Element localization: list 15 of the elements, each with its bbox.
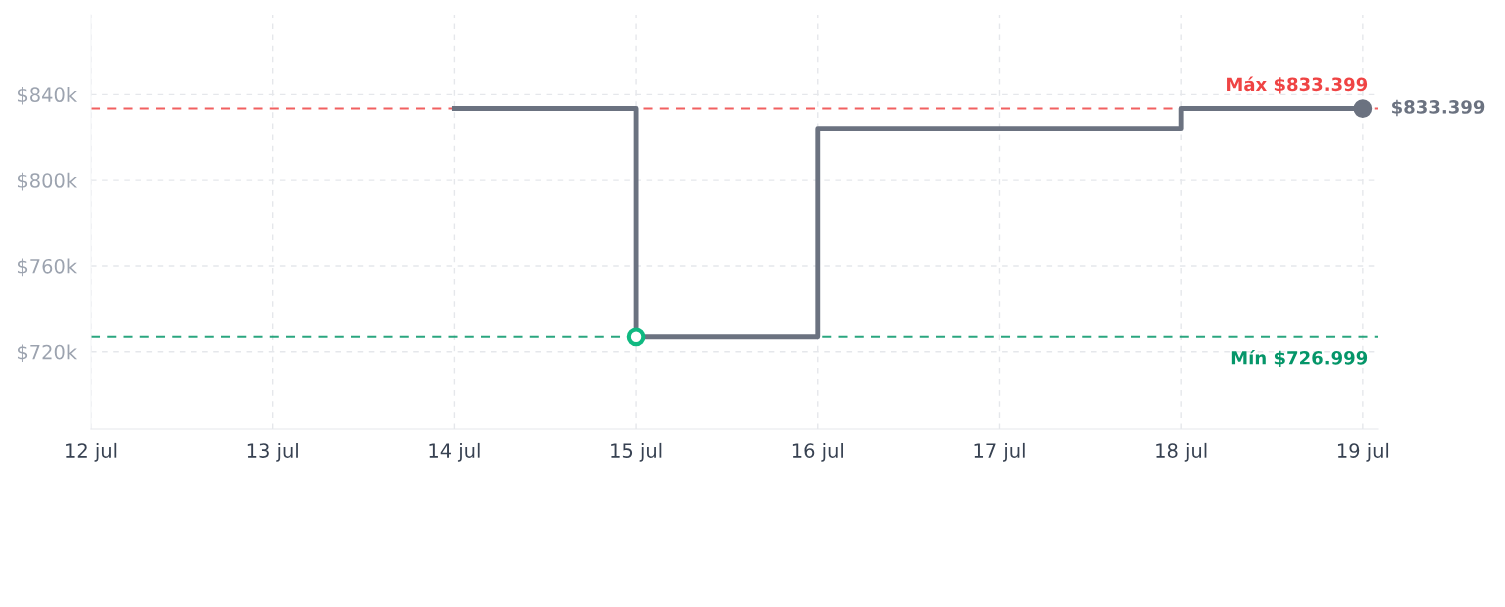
x-tick-label: 19 jul bbox=[1337, 442, 1389, 462]
x-tick-label: 12 jul bbox=[66, 442, 117, 462]
ref-line-label: Máx $833.399 bbox=[1227, 76, 1368, 94]
y-tick-label: $720k bbox=[17, 344, 78, 363]
x-tick-label: 16 jul bbox=[792, 442, 843, 462]
x-tick-label: 18 jul bbox=[1156, 442, 1207, 462]
y-tick-label: $840k bbox=[17, 86, 78, 105]
x-tick-label: 15 jul bbox=[611, 442, 662, 462]
x-tick-label: 14 jul bbox=[429, 442, 480, 462]
x-tick-label: 17 jul bbox=[974, 442, 1025, 462]
annotation: $833.399 bbox=[1392, 99, 1485, 117]
y-tick-label: $760k bbox=[17, 258, 78, 277]
x-tick-label: 13 jul bbox=[247, 442, 298, 462]
y-tick-label: $800k bbox=[17, 172, 78, 191]
ref-line-label: Mín $726.999 bbox=[1231, 349, 1368, 368]
